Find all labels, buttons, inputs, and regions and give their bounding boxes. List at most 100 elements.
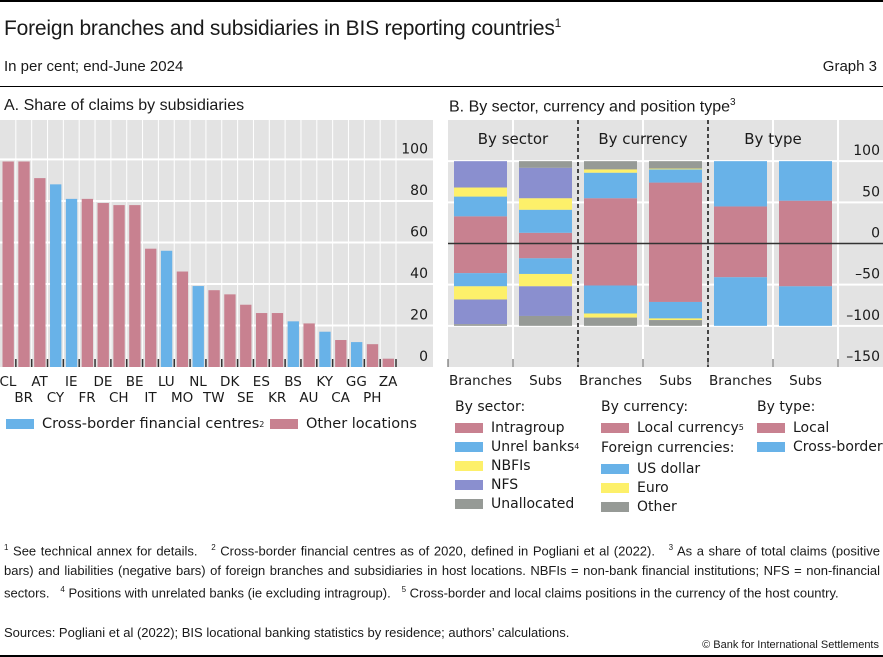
legend-swatch-cross-border-fc bbox=[6, 419, 34, 429]
y-tick-label: 0 bbox=[871, 226, 880, 242]
x-tick-label: Branches bbox=[449, 373, 512, 389]
segment-euro bbox=[649, 168, 702, 170]
segment-other bbox=[584, 161, 637, 170]
graph-number: Graph 3 bbox=[822, 58, 877, 75]
footnote-1: See technical annex for details. bbox=[13, 543, 198, 559]
x-tick-label: Subs bbox=[529, 373, 562, 389]
segment-local bbox=[779, 200, 832, 244]
bar-au bbox=[303, 323, 315, 367]
legend-item-euro: Euro bbox=[601, 478, 744, 497]
x-tick-label: CH bbox=[109, 390, 129, 406]
x-tick-label: Branches bbox=[709, 373, 772, 389]
legend-item-local: Local bbox=[757, 418, 883, 437]
legend-label: Unrel banks bbox=[491, 438, 575, 455]
segment-local bbox=[714, 206, 767, 244]
legend-item-nfs: NFS bbox=[455, 475, 579, 494]
segment-intragroup bbox=[519, 243, 572, 259]
x-tick-label: IT bbox=[144, 390, 157, 406]
bar-bs bbox=[287, 321, 299, 367]
bar-tw bbox=[208, 290, 220, 367]
segment-cross-border bbox=[779, 286, 832, 326]
segment-nbfis bbox=[454, 286, 507, 300]
x-tick-label: ZA bbox=[379, 374, 398, 390]
y-tick-label: 0 bbox=[419, 349, 428, 365]
panel-a-title-text: A. Share of claims by subsidiaries bbox=[4, 97, 245, 114]
footnote-marker: 3 bbox=[668, 543, 674, 552]
y-tick-label: –50 bbox=[855, 267, 880, 283]
segment-local bbox=[779, 243, 832, 287]
segment-nbfis bbox=[454, 187, 507, 197]
legend-label: Euro bbox=[637, 479, 669, 496]
segment-unallocated bbox=[519, 315, 572, 326]
x-tick-label: NL bbox=[189, 374, 207, 390]
bar-ie bbox=[65, 198, 78, 367]
segment-cross-border bbox=[779, 161, 832, 201]
bar-nl bbox=[192, 286, 204, 367]
segment-intragroup bbox=[454, 243, 507, 274]
panel-b-chart: –150 –100 –50 0 50 100 Branches Subs By sector Br… bbox=[447, 120, 883, 389]
segment-nfs bbox=[519, 286, 572, 316]
footnote-3: As a share of total claims (positive bar… bbox=[4, 543, 880, 601]
legend-swatch bbox=[455, 441, 483, 452]
segment-local-currency bbox=[584, 243, 637, 286]
x-tick-label: Branches bbox=[579, 373, 642, 389]
legend-label: Local bbox=[793, 419, 830, 436]
legend-swatch bbox=[455, 498, 483, 509]
legend-item-cross-border: Cross-border bbox=[757, 437, 883, 456]
segment-euro bbox=[584, 313, 637, 318]
bar-cl bbox=[2, 161, 14, 367]
legend-item-intragroup: Intragroup bbox=[455, 418, 579, 437]
segment-us-dollar bbox=[649, 169, 702, 183]
bar-za bbox=[382, 358, 394, 367]
y-tick-label: 80 bbox=[410, 183, 428, 199]
segment-local bbox=[714, 243, 767, 278]
segment-other bbox=[649, 161, 702, 169]
segment-cross-border bbox=[714, 161, 767, 207]
x-tick-label: CY bbox=[47, 390, 65, 406]
segment-cross-border bbox=[714, 277, 767, 326]
footnote-2: Cross-border financial centres as of 202… bbox=[220, 543, 655, 559]
bar-ch bbox=[113, 205, 125, 367]
top-rule bbox=[0, 0, 883, 2]
chart-title: Foreign branches and subsidiaries in BIS… bbox=[4, 16, 561, 41]
x-tick-label: AT bbox=[31, 374, 48, 390]
segment-us-dollar bbox=[584, 172, 637, 199]
legend-item-other-locations: Other locations bbox=[270, 416, 417, 432]
segment-unrel-banks bbox=[519, 258, 572, 274]
x-tick-label: Subs bbox=[659, 373, 692, 389]
footnote-marker: 5 bbox=[401, 585, 407, 595]
bottom-rule bbox=[0, 655, 883, 657]
segment-us-dollar bbox=[584, 285, 637, 314]
y-tick-label: 100 bbox=[401, 141, 428, 157]
segment-local-currency bbox=[649, 243, 702, 302]
legend-label: Cross-border bbox=[793, 438, 883, 455]
bar-lu bbox=[160, 250, 173, 367]
chart-title-text: Foreign branches and subsidiaries in BIS… bbox=[4, 17, 555, 40]
segment-us-dollar bbox=[649, 301, 702, 319]
legend-item-other: Other bbox=[601, 497, 744, 516]
legend-item-local-currency: Local currency 5 bbox=[601, 418, 744, 437]
x-tick-label: AU bbox=[299, 390, 318, 406]
x-tick-label: BR bbox=[14, 390, 33, 406]
footnote-marker: 2 bbox=[211, 543, 216, 552]
x-tick-label: TW bbox=[202, 390, 225, 406]
x-tick-label: SE bbox=[237, 390, 254, 406]
footnote-marker: 1 bbox=[4, 543, 9, 552]
segment-nbfis bbox=[519, 273, 572, 287]
x-tick-label: PH bbox=[363, 390, 381, 406]
x-tick-label: FR bbox=[79, 390, 96, 406]
group-title: By sector bbox=[478, 130, 549, 148]
x-tick-label: IE bbox=[65, 374, 78, 390]
segment-unallocated bbox=[519, 161, 572, 168]
panel-a-chart: 0 20 40 60 80 100 CLBRATCYIEFRDECHBEITLUMONLTW… bbox=[0, 120, 433, 406]
y-tick-label: 20 bbox=[410, 307, 428, 323]
bar-fr bbox=[81, 198, 94, 367]
legend-item-unrel-banks: Unrel banks 4 bbox=[455, 437, 579, 456]
bar-mo bbox=[176, 271, 189, 367]
bar-cy bbox=[50, 184, 62, 367]
segment-unallocated bbox=[454, 324, 507, 326]
group-title: By currency bbox=[598, 130, 687, 148]
bar-be bbox=[129, 205, 141, 367]
y-tick-label: 50 bbox=[862, 184, 880, 200]
segment-intragroup bbox=[519, 232, 572, 244]
